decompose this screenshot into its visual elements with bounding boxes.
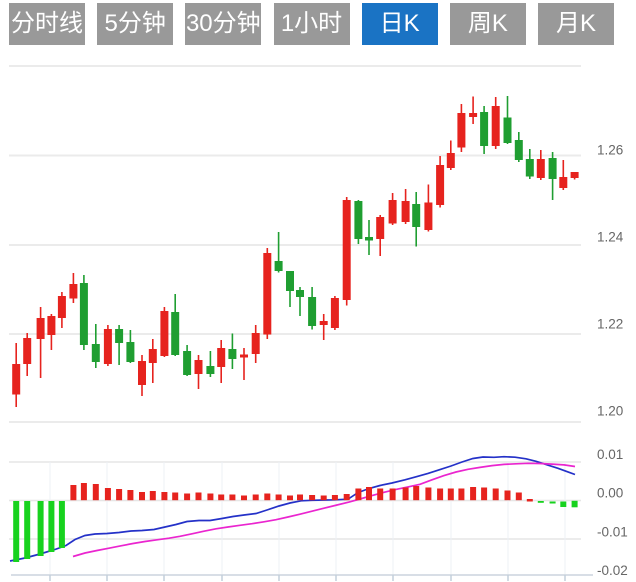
svg-text:-0.02: -0.02 — [597, 563, 628, 578]
svg-text:0.00: 0.00 — [597, 486, 623, 501]
svg-text:0.01: 0.01 — [597, 447, 623, 462]
svg-text:1.26: 1.26 — [597, 143, 623, 158]
svg-text:-0.01: -0.01 — [597, 525, 628, 540]
svg-text:1.20: 1.20 — [597, 404, 623, 419]
svg-text:1.24: 1.24 — [597, 230, 624, 245]
svg-text:1.22: 1.22 — [597, 317, 623, 332]
